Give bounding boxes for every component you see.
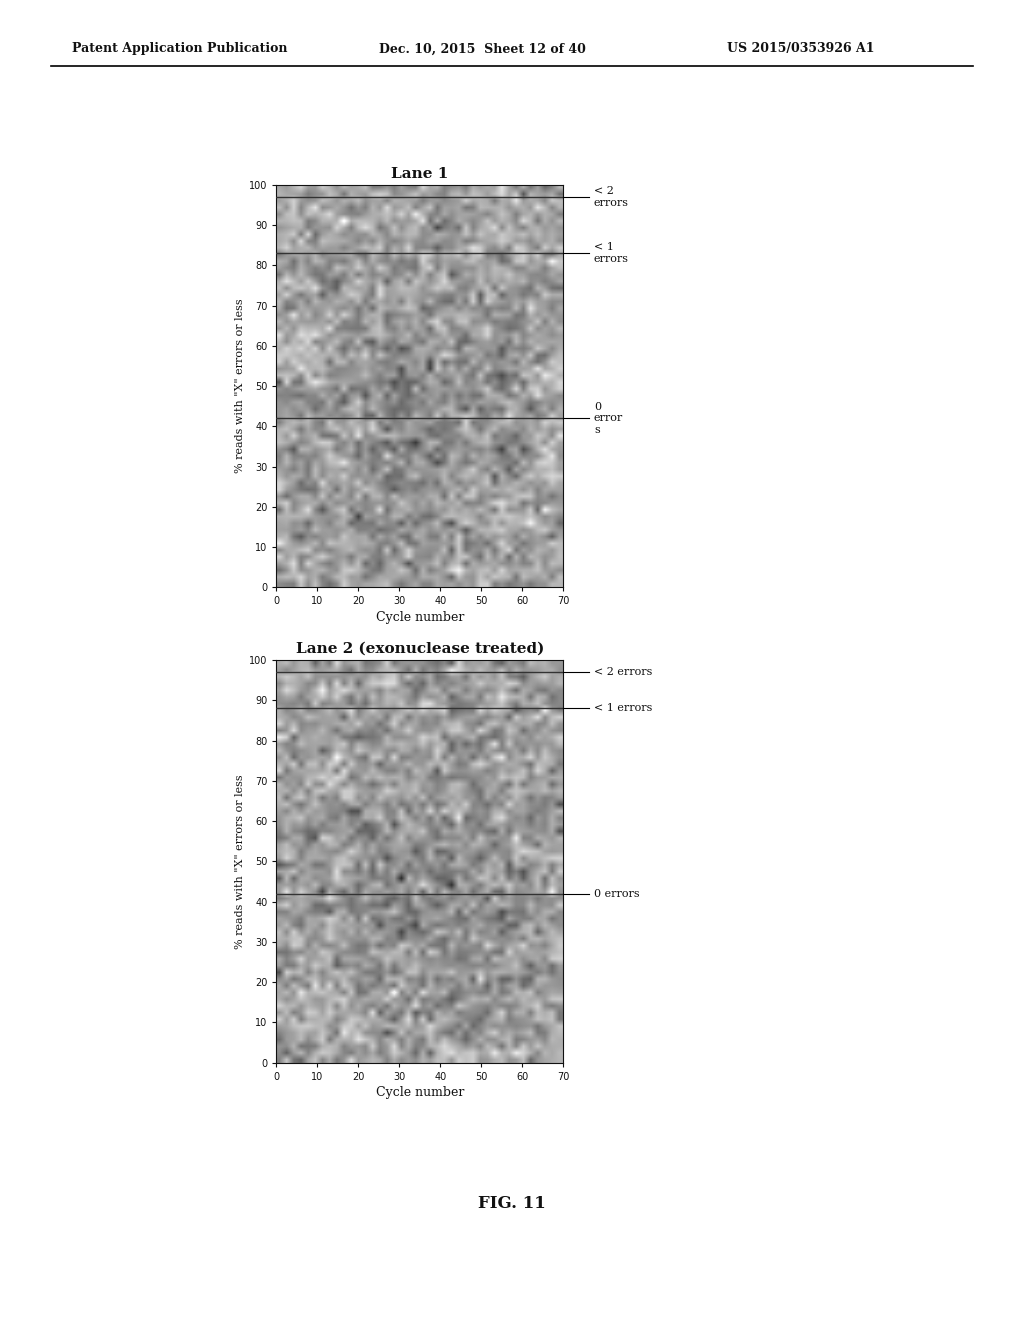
Text: 0 errors: 0 errors — [594, 888, 640, 899]
X-axis label: Cycle number: Cycle number — [376, 1086, 464, 1098]
Text: Patent Application Publication: Patent Application Publication — [72, 42, 287, 55]
Text: < 2 errors: < 2 errors — [594, 667, 652, 677]
Text: FIG. 11: FIG. 11 — [478, 1195, 546, 1212]
Text: < 1
errors: < 1 errors — [594, 243, 629, 264]
Title: Lane 2 (exonuclease treated): Lane 2 (exonuclease treated) — [296, 642, 544, 656]
X-axis label: Cycle number: Cycle number — [376, 611, 464, 623]
Text: 0
error
s: 0 error s — [594, 401, 624, 434]
Text: Dec. 10, 2015  Sheet 12 of 40: Dec. 10, 2015 Sheet 12 of 40 — [379, 42, 586, 55]
Title: Lane 1: Lane 1 — [391, 166, 449, 181]
Text: US 2015/0353926 A1: US 2015/0353926 A1 — [727, 42, 874, 55]
Y-axis label: % reads with "X" errors or less: % reads with "X" errors or less — [234, 774, 245, 949]
Text: < 1 errors: < 1 errors — [594, 704, 652, 713]
Y-axis label: % reads with "X" errors or less: % reads with "X" errors or less — [234, 298, 245, 474]
Text: < 2
errors: < 2 errors — [594, 186, 629, 207]
